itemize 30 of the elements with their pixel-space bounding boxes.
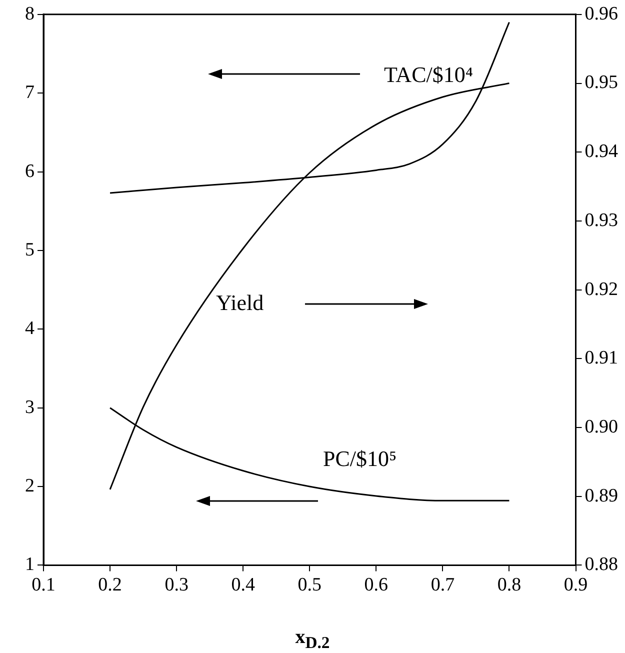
x-tick-label: 0.3 <box>164 574 188 596</box>
y2-tick-label: 0.88 <box>584 554 618 576</box>
x-axis-title: x$_{D.2}$ <box>294 626 331 653</box>
y-tick-label: 1 <box>25 554 34 576</box>
y-tick-label: 2 <box>25 476 34 496</box>
y-tick-label: 8 <box>25 3 34 24</box>
y-tick-label: 6 <box>25 160 34 182</box>
y2-tick-label: 0.89 <box>584 485 618 506</box>
y2-tick-label: 0.95 <box>584 72 618 94</box>
x-tick-label: 0.1 <box>32 574 56 596</box>
y2-tick-label: 0.91 <box>584 348 618 369</box>
x-tick-label: 0.9 <box>564 574 588 596</box>
x-tick-label: 0.5 <box>298 574 322 596</box>
series-label: PC/$10⁵ <box>323 446 397 472</box>
x-tick-label: 0.8 <box>497 574 522 596</box>
x-tick-label: 0.7 <box>430 574 455 596</box>
x-tick-label: 0.2 <box>98 574 122 596</box>
series-label: Yield <box>216 290 264 316</box>
x-tick-label: 0.4 <box>231 574 256 596</box>
series-label: TAC/$10⁴ <box>384 62 474 88</box>
y2-tick-label: 0.92 <box>584 278 618 300</box>
y2-tick-label: 0.90 <box>584 416 618 438</box>
y-tick-label: 4 <box>25 318 35 340</box>
y-tick-label: 7 <box>25 82 34 104</box>
y2-tick-label: 0.94 <box>584 141 618 162</box>
y2-tick-label: 0.93 <box>584 210 618 231</box>
y2-tick-label: 0.96 <box>584 3 618 24</box>
x-tick-label: 0.6 <box>364 574 388 596</box>
y-tick-label: 5 <box>25 239 34 260</box>
y-tick-label: 3 <box>25 396 34 418</box>
